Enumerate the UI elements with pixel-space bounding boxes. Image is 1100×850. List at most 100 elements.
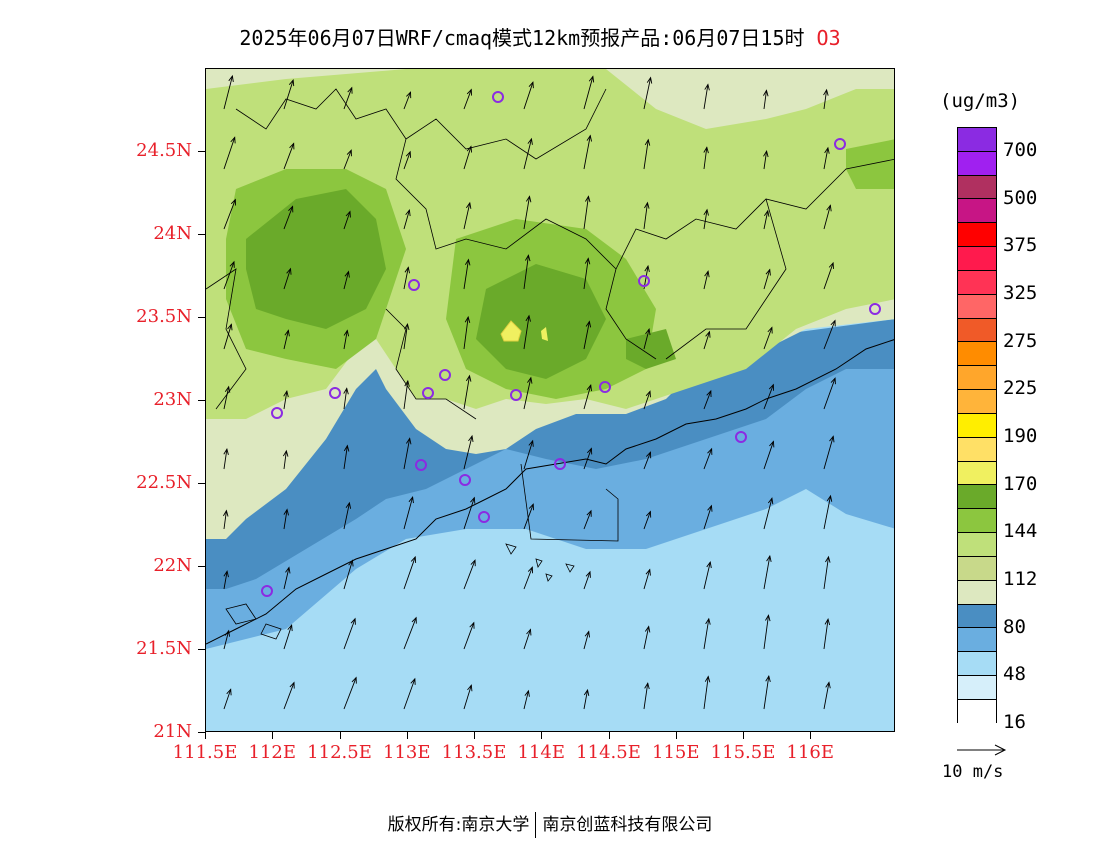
wind-arrow-head <box>404 322 410 331</box>
wind-arrow-shaft <box>823 495 831 530</box>
wind-arrow-shaft <box>763 555 771 590</box>
wind-arrow-head <box>828 261 834 269</box>
wind-arrow-head <box>464 258 471 266</box>
legend-swatch <box>958 533 996 557</box>
wind-arrow-shaft <box>403 617 417 650</box>
legend-label: 112 <box>1003 567 1038 590</box>
wind-arrow-head <box>284 329 290 337</box>
wind-arrow-head <box>408 495 414 504</box>
y-tick-mark <box>198 732 205 733</box>
wind-arrow-head <box>585 195 591 203</box>
wind-arrow-head <box>830 377 836 385</box>
hk-box <box>520 463 619 542</box>
legend-label: 700 <box>1003 138 1038 161</box>
wind-arrow-head <box>467 684 473 692</box>
wind-arrow-shaft <box>643 511 651 530</box>
legend-swatch <box>958 223 996 248</box>
wind-arrow-shaft <box>343 388 348 410</box>
wind-arrow-head <box>411 616 417 624</box>
wind-arrow-shaft <box>763 151 768 170</box>
wind-arrow-head <box>283 390 289 398</box>
wind-arrow-head <box>405 150 411 158</box>
wind-arrow-shaft <box>463 146 472 170</box>
station-marker <box>478 511 490 523</box>
o3-band-170-east <box>626 329 676 369</box>
wind-arrow-head <box>345 210 351 218</box>
legend-label: 16 <box>1003 711 1026 733</box>
wind-arrow-shaft <box>463 497 475 530</box>
legend-swatch <box>958 699 996 724</box>
wind-arrow-shaft <box>223 261 235 290</box>
wind-arrow-shaft <box>223 449 228 470</box>
wind-arrow-shaft <box>223 199 236 230</box>
wind-arrow-head <box>222 509 229 517</box>
wind-arrow-head <box>465 374 472 382</box>
wind-arrow-shaft <box>703 448 713 470</box>
wind-arrow-head <box>288 78 295 87</box>
o3-band-170-center <box>476 264 606 379</box>
wind-arrow-head <box>527 566 533 574</box>
legend-label: 80 <box>1003 615 1026 638</box>
wind-arrow-shaft <box>283 79 294 110</box>
wind-arrow-head <box>825 681 831 689</box>
legend-label: 190 <box>1003 424 1038 447</box>
wind-arrow-head <box>705 330 711 338</box>
wind-arrow-shaft <box>343 211 351 230</box>
wind-arrow-head <box>410 555 417 563</box>
wind-arrow-shaft <box>223 689 232 710</box>
y-tick-mark <box>198 483 205 484</box>
wind-arrow-head <box>703 208 709 216</box>
wind-arrow-shaft <box>703 505 712 530</box>
wind-arrow-head <box>223 447 229 456</box>
wind-arrow-head <box>228 74 234 83</box>
station-marker <box>735 431 747 443</box>
y-tick-mark <box>198 151 205 152</box>
wind-arrow-shaft <box>643 139 649 170</box>
wind-arrow-shaft <box>703 676 709 710</box>
legend-label: 325 <box>1003 281 1038 304</box>
wind-arrow-shaft <box>643 683 649 710</box>
wind-arrow-head <box>230 198 237 206</box>
wind-arrow-head <box>826 494 833 502</box>
wind-arrow-head <box>410 677 416 685</box>
wind-arrow-shaft <box>823 436 834 470</box>
x-tick-label: 114.5E <box>576 742 641 763</box>
wind-arrow-shaft <box>763 676 770 710</box>
y-tick-mark <box>198 400 205 401</box>
wind-arrow-shaft <box>763 384 774 410</box>
legend-colorbar <box>957 127 997 724</box>
wind-arrow-head <box>707 504 713 512</box>
title-species: O3 <box>816 26 841 50</box>
wind-arrow-shaft <box>523 377 532 410</box>
wind-arrow-shaft <box>523 255 529 290</box>
wind-arrow-shaft <box>523 315 530 350</box>
wind-arrow-shaft <box>403 324 408 350</box>
wind-arrow-head <box>586 383 592 392</box>
wind-arrow-head <box>645 451 652 459</box>
legend-swatch <box>958 128 996 152</box>
legend-label: 225 <box>1003 377 1038 400</box>
legend-swatch <box>958 342 996 367</box>
legend-label: 500 <box>1003 186 1038 209</box>
wind-arrow-head <box>763 150 769 158</box>
wind-arrow-shaft <box>583 384 592 410</box>
y-tick-label: 22.5N <box>136 472 192 493</box>
x-tick-mark <box>205 732 206 739</box>
x-tick-mark <box>541 732 543 739</box>
wind-arrow-shaft <box>523 504 534 530</box>
wind-arrow-head <box>528 81 534 89</box>
wind-arrow-head <box>348 559 354 567</box>
wind-arrow-shaft <box>823 320 836 350</box>
reference-wind-label: 10 m/s <box>942 762 1004 782</box>
legend-swatch <box>958 652 996 677</box>
station-marker <box>638 275 650 287</box>
wind-arrow-shaft <box>523 196 530 230</box>
wind-arrow-shaft <box>763 90 767 110</box>
footer-right: 南京创蓝科技有限公司 <box>542 815 713 835</box>
wind-arrow-shaft <box>223 630 230 650</box>
wind-arrow-head <box>289 681 295 689</box>
wind-arrow-shaft <box>763 615 769 650</box>
wind-arrow-shaft <box>343 271 349 290</box>
wind-arrow-shaft <box>643 626 650 650</box>
wind-arrow-shaft <box>223 75 233 110</box>
